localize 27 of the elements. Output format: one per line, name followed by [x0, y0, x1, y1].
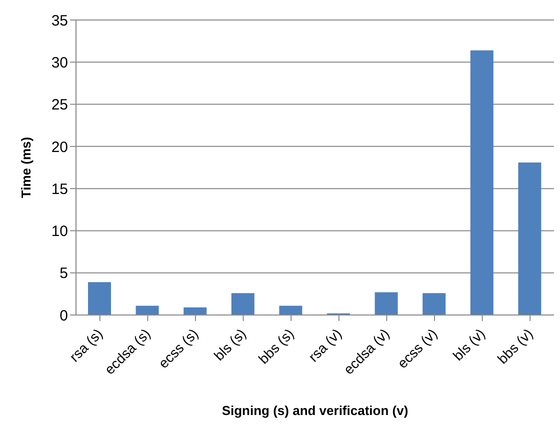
bar [231, 293, 254, 315]
bar [184, 307, 207, 315]
y-tick-label: 5 [60, 265, 68, 282]
bar [279, 306, 302, 315]
x-axis-title: Signing (s) and verification (v) [222, 403, 408, 418]
y-tick-label: 35 [51, 12, 68, 30]
bar [518, 162, 542, 315]
x-tick-label: bls (s) [210, 325, 249, 364]
y-axis-title: Time (ms) [18, 136, 34, 198]
y-tick-label: 10 [51, 223, 68, 240]
bar [88, 282, 111, 315]
x-tick-label: rsa (v) [305, 325, 345, 365]
y-tick-label: 20 [51, 138, 68, 156]
y-tick-label: 25 [51, 96, 68, 114]
x-tick-label: bbs (v) [494, 325, 536, 367]
bar [374, 292, 398, 315]
y-tick-label: 15 [51, 180, 68, 198]
bar [470, 50, 494, 315]
x-tick-label: rsa (s) [66, 325, 106, 365]
x-tick-label: ecss (v) [394, 325, 440, 372]
x-tick-label: bls (v) [450, 325, 488, 364]
x-tick-label: ecss (s) [155, 325, 202, 372]
y-tick-label: 30 [51, 54, 68, 72]
y-tick-label: 0 [60, 307, 68, 324]
bar [136, 306, 159, 315]
bar [422, 293, 446, 315]
x-tick-label: bbs (s) [255, 325, 297, 367]
